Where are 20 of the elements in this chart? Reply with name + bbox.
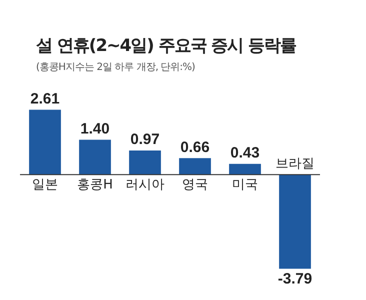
- chart-subtitle: (홍콩H지수는 2일 하루 개장, 단위:%): [36, 61, 195, 74]
- data-label: -3.79: [278, 270, 312, 288]
- bar: [279, 174, 311, 269]
- bar: [229, 164, 261, 175]
- x-tick-label: 영국: [182, 177, 208, 192]
- data-label: 0.97: [130, 131, 160, 148]
- data-label: 2.61: [30, 90, 60, 108]
- x-tick-label: 일본: [32, 177, 58, 192]
- x-tick-label: 브라질: [276, 156, 314, 172]
- bar: [29, 110, 61, 175]
- data-label: 1.40: [80, 120, 110, 138]
- bar: [79, 140, 111, 175]
- data-label: 0.43: [230, 144, 260, 162]
- x-tick-label: 미국: [232, 177, 258, 192]
- x-tick-label: 홍콩H: [77, 177, 113, 192]
- x-tick-label: 러시아: [126, 177, 164, 192]
- chart-title: 설 연휴(2~4일) 주요국 증시 등락률: [36, 35, 296, 57]
- bar: [179, 158, 211, 175]
- bar: [129, 150, 161, 175]
- data-label: 0.66: [180, 138, 210, 156]
